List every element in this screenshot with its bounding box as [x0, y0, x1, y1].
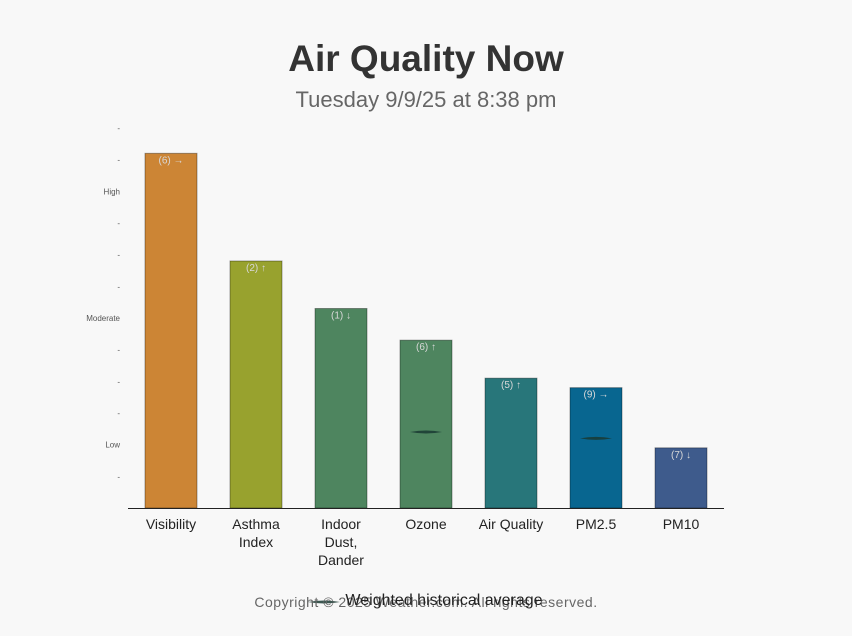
bar-5 [569, 387, 623, 509]
bar-data-label: (2) ↑ [246, 263, 266, 274]
y-tick-label: High [104, 187, 120, 196]
bar-data-label: (9) → [584, 390, 609, 401]
bar-1 [229, 260, 283, 509]
y-tick-label: - [117, 124, 120, 133]
bar-2 [314, 308, 368, 509]
bar-data-label: (6) → [159, 155, 184, 166]
x-tick-label: Asthma Index [232, 516, 280, 550]
x-tick-label: Visibility [146, 516, 196, 532]
bar-0 [144, 152, 198, 509]
y-tick-label: - [117, 377, 120, 386]
y-tick-label: - [117, 219, 120, 228]
y-tick-label: - [117, 251, 120, 260]
x-tick-label: Indoor Dust, Dander [318, 516, 364, 568]
bar-data-label: (6) ↑ [416, 342, 436, 353]
x-tick-label: PM10 [663, 516, 700, 532]
legend-swatch [308, 600, 340, 604]
y-tick-label: - [117, 282, 120, 291]
y-tick-label: - [117, 156, 120, 165]
historical-average-marker [580, 436, 612, 440]
chart-subtitle: Tuesday 9/9/25 at 8:38 pm [295, 87, 557, 112]
y-tick-label: Low [105, 441, 120, 450]
y-tick-label: - [117, 409, 120, 418]
x-tick-label: Air Quality [479, 516, 544, 532]
x-tick-label: PM2.5 [576, 516, 617, 532]
y-tick-label: - [117, 472, 120, 481]
bar-4 [484, 377, 538, 509]
bar-3 [399, 339, 453, 509]
chart-title: Air Quality Now [288, 38, 564, 79]
copyright-text: Copyright © 2025 Weather.com. All rights… [254, 594, 598, 610]
bar-data-label: (7) ↓ [671, 450, 691, 461]
bar-data-label: (1) ↓ [331, 311, 351, 322]
bar-data-label: (5) ↑ [501, 380, 521, 391]
legend-historical-average: Weighted historical average [345, 592, 543, 609]
y-tick-label: Moderate [86, 314, 120, 323]
historical-average-marker [410, 430, 442, 434]
x-tick-label: Ozone [405, 516, 446, 532]
y-tick-label: - [117, 346, 120, 355]
